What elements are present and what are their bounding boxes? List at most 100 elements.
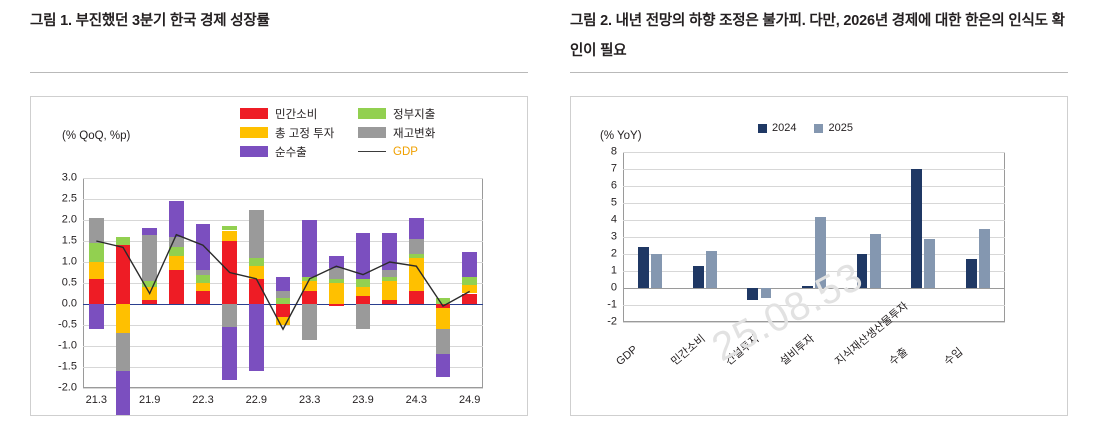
- stacked-bar: [328, 178, 344, 388]
- bar-segment: [168, 247, 184, 256]
- figure-1-panel: 그림 1. 부진했던 3분기 한국 경제 성장률 민간소비 정부지출 총 고정 …: [0, 0, 546, 426]
- grid-line: [83, 325, 483, 326]
- bar-segment: [435, 354, 451, 378]
- bar-segment: [275, 304, 291, 317]
- bar-segment: [142, 299, 158, 304]
- grouped-bar: [978, 228, 990, 288]
- grid-line: [83, 241, 483, 242]
- bar-segment: [462, 293, 478, 304]
- bar-segment: [275, 316, 291, 325]
- x-axis-tick-label: 22.3: [192, 394, 214, 406]
- x-axis-tick-label: 23.9: [352, 394, 374, 406]
- grid-line: [623, 220, 1005, 221]
- bar-segment: [328, 268, 344, 279]
- grouped-bar: [869, 233, 881, 288]
- stacked-bar: [195, 178, 211, 388]
- y-axis-tick-label: -1.0: [58, 339, 77, 352]
- grouped-bar: [965, 259, 977, 288]
- bar-segment: [222, 304, 238, 328]
- stacked-bar: [435, 178, 451, 388]
- bar-segment: [222, 327, 238, 380]
- bar-segment: [382, 270, 398, 277]
- y-axis-tick-label: 5: [610, 196, 617, 209]
- bar-segment: [462, 251, 478, 277]
- legend-swatch-icon: [814, 123, 824, 133]
- grid-line: [83, 262, 483, 263]
- bar-segment: [435, 297, 451, 304]
- grouped-bar: [924, 238, 936, 288]
- y-axis-tick-label: 0.5: [61, 276, 77, 289]
- legend-item-2024: 2024: [758, 122, 796, 134]
- grid-line: [83, 220, 483, 221]
- bar-segment: [168, 270, 184, 304]
- grouped-bar: [638, 247, 650, 288]
- bar-segment: [275, 291, 291, 298]
- bar-segment: [408, 291, 424, 304]
- figure-2-title: 그림 2. 내년 전망의 하향 조정은 불가피. 다만, 2026년 경제에 대…: [570, 13, 1065, 59]
- x-axis-tick-label: 24.9: [458, 394, 481, 406]
- gdp-line-series: [96, 233, 471, 331]
- bar-segment: [142, 234, 158, 281]
- grouped-bar: [856, 254, 868, 288]
- legend-label: 순수출: [275, 146, 307, 159]
- stacked-bar: [355, 178, 371, 388]
- bar-segment: [408, 238, 424, 254]
- grouped-bar: [801, 286, 813, 288]
- legend-item-gdp: GDP: [358, 146, 476, 158]
- bar-segment: [248, 257, 264, 267]
- y-axis-tick-label: 1.0: [61, 255, 77, 268]
- legend-item-government-spending: 정부지출: [358, 106, 476, 122]
- legend-item-gross-fixed-investment: 총 고정 투자: [240, 125, 358, 141]
- bar-segment: [88, 217, 104, 244]
- bar-segment: [382, 232, 398, 271]
- legend-item-2025: 2025: [814, 122, 853, 134]
- bar-segment: [355, 304, 371, 330]
- y-axis-tick-label: 7: [610, 162, 617, 175]
- bar-segment: [275, 297, 291, 304]
- grid-line: [83, 199, 483, 200]
- bar-segment: [248, 266, 264, 279]
- legend-label: 2024: [772, 122, 797, 134]
- figure-2-y-axis-unit: (% YoY): [600, 130, 642, 142]
- stacked-bar: [382, 178, 398, 388]
- bar-segment: [462, 276, 478, 286]
- bar-segment: [328, 278, 344, 283]
- y-axis-tick-label: 2: [610, 247, 617, 260]
- y-axis-tick-label: -2.0: [58, 381, 77, 394]
- grid-line: [623, 186, 1005, 187]
- bar-segment: [302, 304, 318, 340]
- grid-line: [623, 271, 1005, 272]
- grouped-bar: [692, 265, 704, 288]
- grid-line: [623, 203, 1005, 204]
- grouped-bar: [747, 288, 759, 300]
- grid-line: [623, 305, 1005, 306]
- grid-line: [623, 254, 1005, 255]
- grid-line: [83, 178, 483, 179]
- bar-segment: [88, 278, 104, 304]
- grid-line: [623, 152, 1005, 153]
- bar-segment: [355, 287, 371, 296]
- bar-segment: [195, 283, 211, 292]
- stacked-bar: [302, 178, 318, 388]
- legend-swatch-icon: [240, 127, 268, 138]
- bar-segment: [382, 276, 398, 281]
- bar-segment: [435, 329, 451, 355]
- bar-segment: [248, 304, 264, 372]
- y-axis-tick-label: 3: [610, 230, 617, 243]
- bar-segment: [168, 201, 184, 237]
- legend-swatch-icon: [358, 108, 386, 119]
- grid-line: [623, 169, 1005, 170]
- bar-segment: [435, 308, 451, 330]
- legend-swatch-icon: [358, 127, 386, 138]
- grid-line: [623, 322, 1005, 323]
- figure-2-plot-area: 8 7 6 5 4 3 2 1 0 -1 -2 GDP 민간소비 건설투자 설비투자 지식재산생산물투자 수출 수…: [607, 146, 1005, 368]
- bar-segment: [115, 236, 131, 246]
- bar-segment: [328, 255, 344, 269]
- bar-segment: [142, 228, 158, 235]
- y-axis-tick-label: -2: [607, 315, 617, 328]
- bar-segment: [195, 270, 211, 275]
- y-axis-tick-label: 8: [610, 145, 617, 158]
- stacked-bar: [115, 178, 131, 416]
- bar-segment: [355, 232, 371, 279]
- y-axis-tick-label: 3.0: [61, 171, 77, 184]
